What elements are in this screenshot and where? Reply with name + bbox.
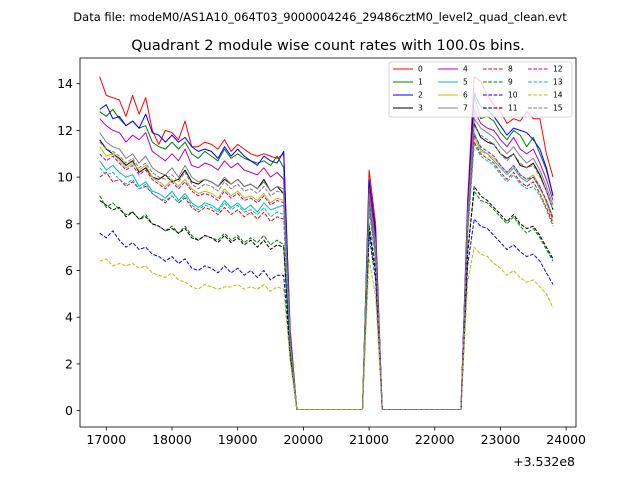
legend-label-1: 1 — [418, 78, 423, 87]
legend-label-6: 6 — [463, 91, 468, 100]
legend-label-15: 15 — [553, 104, 563, 113]
y-tick-label: 14 — [57, 76, 73, 91]
legend-label-10: 10 — [508, 91, 518, 100]
legend-label-2: 2 — [418, 91, 423, 100]
legend-label-12: 12 — [553, 65, 563, 74]
legend-label-5: 5 — [463, 78, 468, 87]
legend-label-4: 4 — [463, 65, 468, 74]
x-tick-label: 17000 — [86, 432, 126, 447]
legend-label-7: 7 — [463, 104, 468, 113]
y-tick-label: 8 — [65, 216, 73, 231]
series-line-15 — [99, 125, 554, 410]
legend-frame — [388, 61, 573, 118]
y-tick-label: 2 — [65, 356, 73, 371]
legend-label-11: 11 — [508, 104, 518, 113]
plot-area: 17000 18000 19000 20000 21000 22000 23000 24000… — [57, 57, 586, 447]
y-tick-label: 12 — [57, 123, 73, 138]
suptitle: Data file: modeM0/AS1A10_064T03_90000042… — [73, 10, 567, 24]
y-tick-label: 0 — [65, 403, 73, 418]
x-tick-label: 23000 — [481, 432, 521, 447]
x-tick-label: 20000 — [283, 432, 323, 447]
x-tick-label: 22000 — [415, 432, 455, 447]
series-group — [99, 76, 554, 410]
x-tick-label: 18000 — [152, 432, 192, 447]
legend-label-13: 13 — [553, 78, 563, 87]
legend-label-9: 9 — [508, 78, 513, 87]
x-tick-label: 19000 — [218, 432, 258, 447]
x-tick-label: 24000 — [546, 432, 586, 447]
legend-label-14: 14 — [553, 91, 563, 100]
legend-label-0: 0 — [418, 65, 423, 74]
chart-title: Quadrant 2 module wise count rates with … — [131, 38, 525, 54]
legend-label-8: 8 — [508, 65, 513, 74]
y-tick-label: 4 — [65, 310, 73, 325]
y-tick-label: 6 — [65, 263, 73, 278]
x-offset-label: +3.532e8 — [513, 454, 575, 469]
legend-label-3: 3 — [418, 104, 423, 113]
series-line-14 — [99, 246, 554, 410]
series-line-9 — [99, 190, 554, 410]
axes-frame — [79, 57, 577, 428]
y-tick-label: 10 — [57, 170, 73, 185]
x-tick-label: 21000 — [349, 432, 389, 447]
